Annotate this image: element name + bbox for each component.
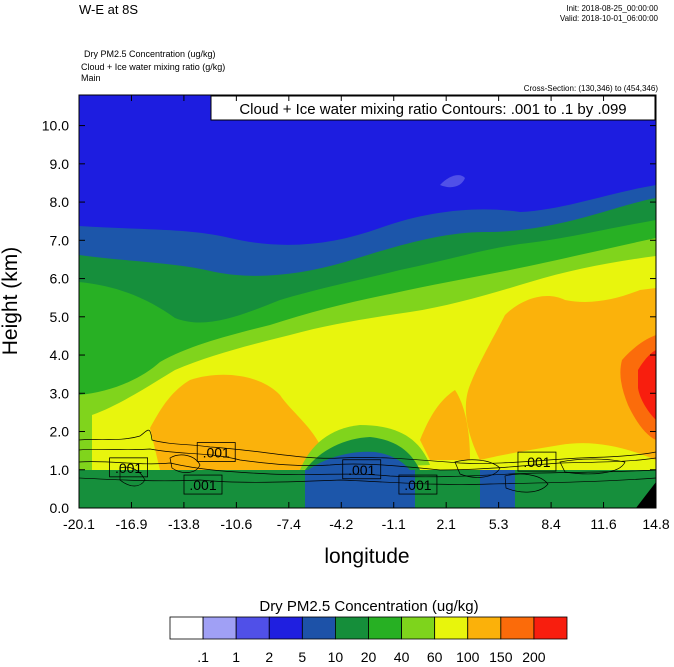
y-tick-label: 6.0 [50, 271, 70, 287]
y-tick-label: 7.0 [50, 232, 70, 248]
y-tick-label: 3.0 [50, 385, 70, 401]
colorbar-swatch [301, 616, 336, 640]
field-label-pm25: Dry PM2.5 Concentration (ug/kg) [84, 49, 216, 59]
contour-line [119, 466, 146, 487]
valid-time: Valid: 2018-10-01_06:00:00 [559, 14, 658, 23]
field-label-cloud: Cloud + Ice water mixing ratio (g/kg) [81, 62, 226, 72]
band-150-200-east [465, 288, 656, 460]
concentration-field [79, 95, 656, 508]
x-tick-label: -4.2 [329, 516, 353, 532]
corner-black [636, 482, 656, 508]
y-tick-label: 5.0 [50, 309, 70, 325]
contour-label: .001 [203, 445, 230, 461]
y-tick-label: 1.0 [50, 462, 70, 478]
contour-info-text: Cloud + Ice water mixing ratio Contours:… [239, 101, 626, 118]
contour-line [169, 454, 201, 473]
cross-section-label: Cross-Section: (130,346) to (454,346) [523, 84, 658, 93]
colorbar-swatch [202, 616, 237, 640]
band-150-200 [150, 374, 320, 470]
surface-band-10-20 [305, 470, 415, 508]
contour-info-box [210, 95, 656, 121]
colorbar-swatch [368, 616, 402, 640]
contour-line [79, 429, 656, 464]
colorbar-swatch [500, 616, 535, 640]
y-tick-label: 8.0 [50, 194, 70, 210]
colorbar-label: 1 [232, 649, 240, 665]
contour-label: .001 [115, 460, 142, 476]
colorbar-swatch [401, 616, 436, 640]
colorbar-label: 5 [298, 649, 306, 665]
colorbar: .1 1 2 5 10 20 40 60 100 150 200 [169, 616, 568, 665]
colorbar-label: 100 [456, 649, 480, 665]
colorbar-label: 150 [489, 649, 513, 665]
contour-label-box [342, 459, 382, 480]
y-tick-label: 4.0 [50, 347, 70, 363]
small-blob-upper [440, 175, 465, 188]
colorbar-swatch [533, 616, 568, 640]
colorbar-swatch [169, 616, 204, 640]
contour-line [559, 458, 626, 475]
contour-line [454, 459, 501, 478]
x-tick-label: 2.1 [436, 516, 456, 532]
contour-line [504, 473, 549, 493]
colorbar-label: 60 [427, 649, 443, 665]
x-tick-label: -1.1 [382, 516, 406, 532]
y-axis-label: Height (km) [0, 247, 22, 356]
colorbar-label: .1 [197, 649, 209, 665]
colorbar-swatch [335, 616, 369, 640]
init-time: Init: 2018-08-25_00:00:00 [566, 4, 658, 13]
contour-labels: .001 .001 .001 .001 .001 .001 [109, 442, 557, 495]
colorbar-swatch [235, 616, 270, 640]
y-tick-label: 2.0 [50, 424, 70, 440]
band-200-plus-core [638, 350, 656, 420]
x-tick-label: 5.3 [489, 516, 509, 532]
x-tick-label: 8.4 [541, 516, 561, 532]
y-tick-label: 0.0 [50, 500, 70, 516]
plot-frame [78, 94, 657, 509]
cloud-contours [79, 429, 656, 493]
contour-label: .001 [189, 477, 216, 493]
surface-band-10-20-east [480, 470, 515, 508]
colorbar-label: 10 [328, 649, 344, 665]
x-tick-label: -20.1 [63, 516, 95, 532]
band-150-200-mid [420, 390, 470, 460]
contour-line [79, 461, 656, 478]
contour-label: .001 [404, 477, 431, 493]
x-tick-label: -13.8 [168, 516, 200, 532]
colorbar-label: 40 [394, 649, 410, 665]
colorbar-title: Dry PM2.5 Concentration (ug/kg) [259, 598, 478, 615]
y-tick-label: 9.0 [50, 156, 70, 172]
x-tick-label: -7.4 [277, 516, 301, 532]
contour-label-box [109, 457, 148, 478]
colorbar-label: 20 [361, 649, 377, 665]
contour-label: .001 [348, 462, 375, 478]
contour-label: .001 [523, 454, 550, 470]
contour-line [79, 477, 656, 485]
x-axis: -20.1 -16.9 -13.8 -10.6 -7.4 -4.2 -1.1 2.1 5.3 8.… [63, 95, 670, 532]
colorbar-label: 200 [522, 649, 546, 665]
x-axis-label: longitude [324, 545, 409, 568]
colorbar-swatch [434, 616, 469, 640]
colorbar-label: 2 [265, 649, 273, 665]
field-label-main: Main [81, 73, 101, 83]
contour-label-box [517, 451, 557, 472]
contour-label-box [183, 474, 223, 495]
x-tick-label: 14.8 [642, 516, 669, 532]
colorbar-swatch [467, 616, 502, 640]
y-tick-label: 10.0 [42, 118, 69, 134]
y-axis: 0.0 1.0 2.0 3.0 4.0 5.0 6.0 7.0 8.0 9.0 10.0 [42, 118, 656, 516]
contour-label-box [196, 442, 236, 462]
colorbar-swatch [268, 616, 303, 640]
x-tick-label: 11.6 [590, 516, 616, 532]
x-tick-label: -10.6 [220, 516, 252, 532]
x-tick-label: -16.9 [115, 516, 147, 532]
contour-label-box [398, 474, 438, 495]
plot-title: W-E at 8S [79, 2, 139, 17]
contour-line [79, 448, 656, 471]
